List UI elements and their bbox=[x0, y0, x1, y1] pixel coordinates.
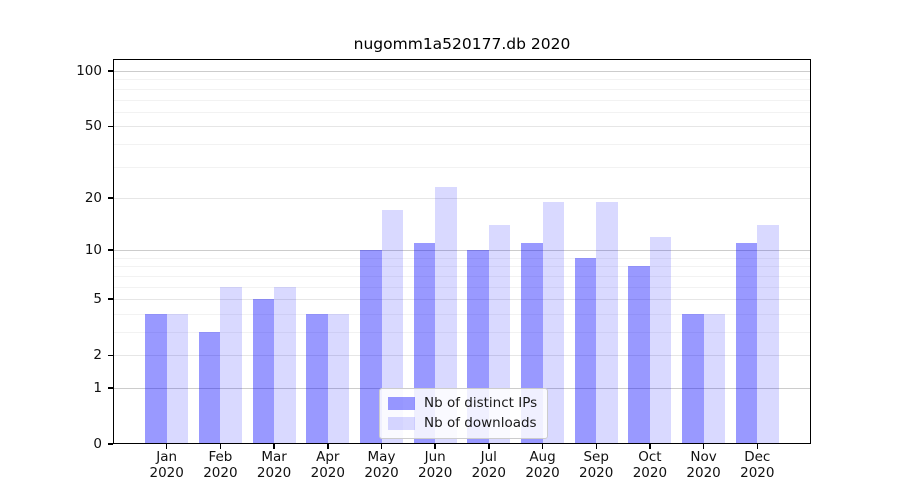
y-tick-1 bbox=[108, 387, 113, 389]
bar-downloads-may bbox=[381, 210, 403, 444]
y-tick-label-5: 5 bbox=[93, 291, 102, 308]
bar-distinct-ips-jan bbox=[145, 313, 167, 444]
bar-distinct-ips-mar bbox=[252, 299, 275, 444]
x-tick-label-nov: Nov 2020 bbox=[672, 449, 736, 481]
gridline-minor-4 bbox=[114, 313, 810, 315]
legend: Nb of distinct IPs Nb of downloads bbox=[379, 388, 549, 439]
gridline-10 bbox=[114, 250, 810, 252]
bar-downloads-oct bbox=[649, 236, 672, 444]
gridline-minor-60 bbox=[114, 111, 810, 113]
gridline-50 bbox=[114, 126, 810, 128]
gridline-5 bbox=[114, 299, 810, 301]
x-tick-dec bbox=[756, 444, 759, 449]
gridline-minor-9 bbox=[114, 257, 810, 259]
x-tick-jun bbox=[434, 444, 436, 449]
x-tick-label-mar: Mar 2020 bbox=[242, 449, 306, 481]
y-tick-10 bbox=[108, 249, 113, 251]
x-tick-year-jun: 2020 bbox=[418, 464, 453, 481]
gridline-100 bbox=[114, 71, 810, 72]
legend-label-distinct-ips: Nb of distinct IPs bbox=[424, 395, 538, 411]
x-tick-year-jul: 2020 bbox=[471, 464, 506, 481]
legend-item-downloads: Nb of downloads bbox=[388, 415, 537, 431]
gridline-minor-80 bbox=[114, 88, 810, 90]
bar-distinct-ips-oct bbox=[628, 266, 650, 444]
x-tick-year-oct: 2020 bbox=[632, 464, 668, 481]
gridline-minor-30 bbox=[114, 166, 810, 168]
gridline-minor-6 bbox=[114, 286, 810, 288]
x-tick-label-dec: Dec 2020 bbox=[725, 449, 789, 481]
y-tick-label-1: 1 bbox=[93, 380, 102, 396]
y-tick-5 bbox=[108, 298, 113, 300]
x-tick-mar bbox=[273, 444, 275, 449]
bar-downloads-apr bbox=[327, 313, 350, 444]
x-tick-label-feb: Feb 2020 bbox=[188, 449, 252, 481]
y-tick-label-20: 20 bbox=[84, 189, 102, 206]
y-tick-100 bbox=[108, 70, 113, 72]
x-tick-year-may: 2020 bbox=[364, 464, 399, 481]
bar-distinct-ips-may bbox=[360, 250, 382, 444]
gridline-2 bbox=[114, 355, 810, 357]
x-tick-feb bbox=[219, 444, 222, 449]
x-tick-year-mar: 2020 bbox=[256, 464, 292, 481]
bar-downloads-nov bbox=[703, 313, 726, 444]
x-tick-year-aug: 2020 bbox=[525, 464, 560, 481]
y-tick-label-100: 100 bbox=[76, 63, 102, 79]
y-tick-label-0: 0 bbox=[93, 436, 102, 452]
x-tick-label-may: May 2020 bbox=[350, 449, 414, 481]
x-tick-year-apr: 2020 bbox=[310, 464, 345, 481]
x-tick-label-jan: Jan 2020 bbox=[135, 449, 199, 481]
x-tick-year-dec: 2020 bbox=[740, 464, 775, 481]
bar-downloads-jun bbox=[435, 187, 457, 444]
x-tick-year-sep: 2020 bbox=[579, 464, 614, 481]
bar-downloads-aug bbox=[542, 201, 564, 444]
y-tick-label-10: 10 bbox=[84, 242, 102, 259]
bar-distinct-ips-apr bbox=[306, 313, 328, 444]
legend-label-downloads: Nb of downloads bbox=[424, 415, 537, 431]
x-tick-oct bbox=[649, 444, 651, 449]
gridline-minor-3 bbox=[114, 332, 810, 333]
bar-downloads-mar bbox=[274, 286, 296, 444]
gridline-minor-70 bbox=[114, 99, 810, 101]
legend-item-distinct-ips: Nb of distinct IPs bbox=[388, 395, 537, 411]
bar-distinct-ips-feb bbox=[198, 332, 221, 444]
y-tick-label-50: 50 bbox=[84, 118, 102, 135]
gridline-minor-7 bbox=[114, 275, 810, 277]
x-tick-may bbox=[380, 444, 383, 449]
x-tick-nov bbox=[702, 444, 705, 449]
x-tick-jul bbox=[488, 444, 490, 449]
y-tick-50 bbox=[108, 125, 113, 127]
x-tick-year-feb: 2020 bbox=[203, 464, 238, 481]
x-tick-label-oct: Oct 2020 bbox=[618, 449, 682, 481]
x-tick-apr bbox=[327, 444, 329, 449]
bar-downloads-feb bbox=[220, 286, 242, 444]
x-tick-label-jun: Jun 2020 bbox=[403, 449, 467, 481]
bar-downloads-sep bbox=[596, 201, 618, 444]
bar-distinct-ips-dec bbox=[735, 243, 758, 444]
bar-downloads-dec bbox=[757, 225, 779, 444]
x-tick-sep bbox=[595, 444, 597, 449]
gridline-minor-40 bbox=[114, 143, 810, 145]
x-tick-label-aug: Aug 2020 bbox=[511, 449, 575, 481]
chart-title: nugomm1a520177.db 2020 bbox=[353, 35, 571, 53]
bar-distinct-ips-sep bbox=[574, 257, 597, 444]
gridline-minor-8 bbox=[114, 266, 810, 268]
x-tick-aug bbox=[541, 444, 544, 449]
y-tick-2 bbox=[108, 354, 113, 356]
legend-swatch-distinct-ips bbox=[388, 396, 415, 410]
y-tick-0 bbox=[108, 443, 113, 445]
gridline-minor-90 bbox=[114, 79, 810, 81]
y-tick-label-2: 2 bbox=[93, 347, 102, 364]
bar-downloads-jan bbox=[166, 313, 189, 444]
gridline-20 bbox=[114, 197, 810, 199]
x-tick-jan bbox=[165, 444, 168, 449]
legend-swatch-downloads bbox=[388, 416, 415, 430]
x-tick-year-jan: 2020 bbox=[149, 464, 184, 481]
bar-distinct-ips-nov bbox=[682, 313, 704, 444]
y-tick-20 bbox=[108, 197, 113, 199]
x-tick-year-nov: 2020 bbox=[686, 464, 721, 481]
x-tick-label-sep: Sep 2020 bbox=[564, 449, 628, 481]
x-tick-label-apr: Apr 2020 bbox=[296, 449, 360, 481]
x-tick-label-jul: Jul 2020 bbox=[457, 449, 521, 481]
